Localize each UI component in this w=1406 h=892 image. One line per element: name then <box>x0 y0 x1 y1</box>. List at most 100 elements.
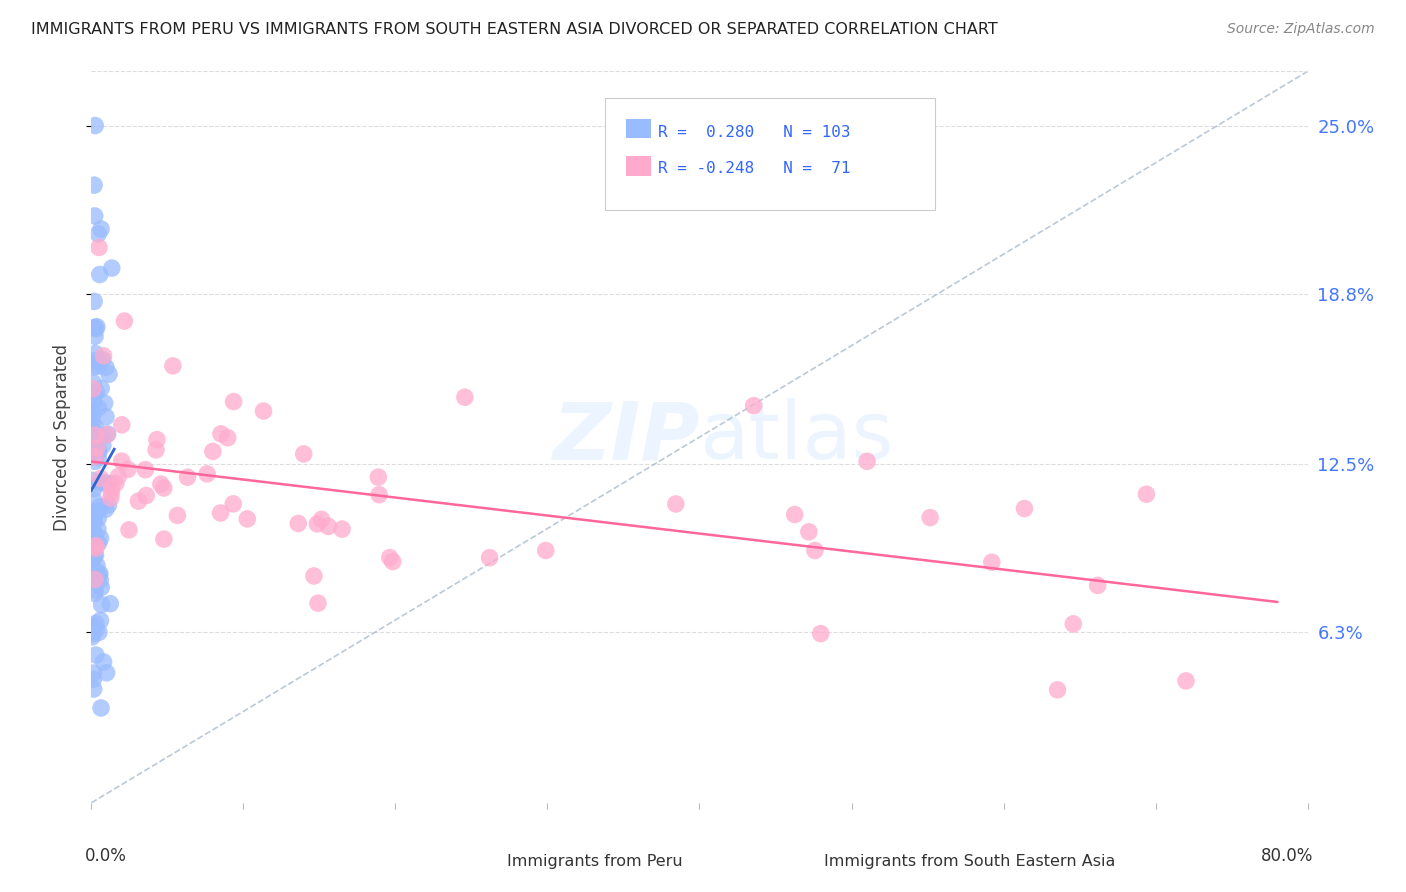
Point <box>236 512 259 526</box>
Text: Source: ZipAtlas.com: Source: ZipAtlas.com <box>1227 22 1375 37</box>
Point <box>84 548 107 562</box>
Point <box>91 429 114 443</box>
Point <box>83 510 105 524</box>
Point <box>89 500 111 514</box>
Point <box>783 508 806 522</box>
Point <box>82 619 104 633</box>
Point <box>87 450 110 465</box>
Point <box>87 240 110 254</box>
Point <box>82 416 104 430</box>
Point <box>316 519 339 533</box>
Point <box>84 454 107 468</box>
Point <box>84 426 107 441</box>
Point <box>87 443 110 458</box>
Point <box>84 623 107 637</box>
Point <box>222 394 245 409</box>
Point <box>90 581 112 595</box>
Point <box>84 504 107 518</box>
Point <box>149 477 172 491</box>
Point <box>86 558 108 573</box>
Point <box>381 555 404 569</box>
Point <box>201 444 224 458</box>
Point <box>367 470 389 484</box>
Point <box>82 408 104 422</box>
Point <box>665 497 688 511</box>
Point <box>82 665 104 680</box>
Point <box>83 526 105 541</box>
Point <box>84 573 107 587</box>
Point <box>84 573 107 587</box>
Point <box>145 442 167 457</box>
Point <box>84 541 107 556</box>
Point <box>82 474 104 488</box>
Point <box>378 550 401 565</box>
Point <box>82 376 104 390</box>
Point <box>83 516 105 530</box>
Point <box>98 597 121 611</box>
Point <box>91 438 114 452</box>
Point <box>89 268 111 282</box>
Point <box>1135 487 1157 501</box>
Point <box>82 549 104 564</box>
Point <box>146 433 169 447</box>
Point <box>82 624 104 638</box>
Point <box>86 319 108 334</box>
Point <box>90 471 112 485</box>
Point <box>856 454 879 468</box>
Point <box>87 522 110 536</box>
Point <box>93 349 115 363</box>
Point <box>134 463 156 477</box>
Point <box>82 545 104 559</box>
Point <box>82 524 104 538</box>
Point <box>87 401 110 415</box>
Text: Immigrants from South Eastern Asia: Immigrants from South Eastern Asia <box>824 854 1115 869</box>
Point <box>87 444 110 458</box>
Point <box>84 353 107 368</box>
Point <box>1174 673 1197 688</box>
Point <box>209 506 232 520</box>
Text: atlas: atlas <box>699 398 894 476</box>
Point <box>195 467 218 481</box>
Point <box>89 614 111 628</box>
Point <box>87 536 110 550</box>
Point <box>89 573 111 587</box>
Point <box>83 320 105 334</box>
Point <box>96 427 118 442</box>
Point <box>83 529 105 543</box>
Point <box>112 314 135 328</box>
Text: R =  0.280   N = 103: R = 0.280 N = 103 <box>658 125 851 140</box>
Point <box>534 543 557 558</box>
Point <box>93 655 115 669</box>
Point <box>100 491 122 505</box>
Point <box>980 555 1002 569</box>
Point <box>222 497 245 511</box>
Point <box>135 489 157 503</box>
Point <box>111 417 134 432</box>
Point <box>1062 616 1084 631</box>
Bar <box>499 826 529 848</box>
Point <box>302 569 325 583</box>
Point <box>89 566 111 581</box>
Text: 0.0%: 0.0% <box>86 847 127 864</box>
Point <box>454 390 477 404</box>
Point <box>89 476 111 491</box>
Point <box>83 586 105 600</box>
Point <box>810 626 832 640</box>
Point <box>83 515 105 529</box>
Point <box>98 476 121 491</box>
Point <box>742 399 765 413</box>
Point <box>84 322 107 336</box>
Point <box>94 360 117 375</box>
Point <box>82 630 104 644</box>
Point <box>217 431 239 445</box>
Point <box>82 450 104 464</box>
Point <box>90 531 112 545</box>
Point <box>82 558 104 573</box>
Point <box>1087 578 1109 592</box>
Point <box>82 621 104 635</box>
Point <box>84 616 107 631</box>
Point <box>83 209 105 223</box>
Point <box>87 567 110 582</box>
Point <box>368 488 391 502</box>
Y-axis label: Divorced or Separated: Divorced or Separated <box>52 343 70 531</box>
